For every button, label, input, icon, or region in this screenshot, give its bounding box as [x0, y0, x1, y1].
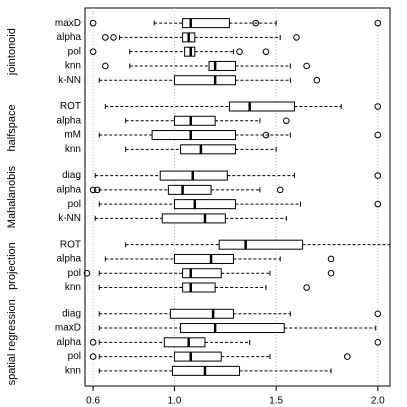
group-label: jointonoid [6, 28, 18, 76]
x-tick-label: 1.0 [168, 396, 182, 407]
row-label: ROT [60, 239, 81, 250]
plot-frame [84, 7, 391, 387]
row-label: alpha [57, 337, 82, 348]
row-label: knn [65, 144, 81, 155]
box [173, 351, 222, 362]
outlier [236, 48, 243, 55]
box [182, 282, 216, 293]
group-label: projection [6, 242, 18, 290]
row-label: pol [68, 268, 81, 279]
box [180, 323, 285, 334]
box [182, 18, 230, 29]
box [180, 144, 236, 155]
outlier [110, 34, 117, 41]
box [228, 101, 295, 112]
outlier [262, 48, 270, 55]
box [167, 184, 212, 195]
box [218, 239, 304, 250]
outlier [102, 62, 109, 70]
x-tick-label: 0.6 [86, 396, 100, 407]
row-label: pol [68, 199, 81, 210]
group-label: halfspace [6, 104, 18, 151]
outlier [89, 339, 97, 346]
outlier [374, 339, 382, 346]
outlier [374, 200, 382, 208]
x-tick-label: 1.5 [269, 396, 283, 407]
outlier [293, 34, 300, 41]
row-label: diag [62, 170, 81, 181]
outlier [313, 76, 321, 84]
row-label: maxD [55, 18, 81, 29]
outlier [252, 19, 260, 27]
box [208, 60, 236, 71]
group-label: spatial regression [6, 299, 18, 385]
outlier [303, 284, 310, 291]
row-label: k-NN [58, 213, 81, 224]
outlier [374, 310, 382, 318]
outlier [89, 353, 97, 360]
row-label: knn [65, 61, 81, 72]
x-tick-label: 2.0 [371, 396, 385, 407]
group-label: Mahalanobis [6, 165, 18, 228]
box [151, 130, 236, 141]
outlier [374, 131, 382, 139]
row-label: ROT [60, 101, 81, 112]
outlier [276, 186, 284, 194]
box [173, 75, 236, 86]
box [182, 268, 222, 279]
box [161, 213, 226, 224]
row-label: pol [68, 46, 81, 57]
row-label: alpha [57, 115, 82, 126]
outlier [262, 131, 270, 139]
outlier [102, 34, 109, 41]
outlier [89, 19, 97, 27]
row-label: pol [68, 351, 81, 362]
outlier [89, 186, 97, 194]
row-label: maxD [55, 323, 81, 334]
box [173, 115, 216, 126]
box [163, 337, 206, 348]
row-label: k-NN [58, 75, 81, 86]
row-label: mM [64, 130, 81, 141]
row-label: diag [62, 308, 81, 319]
row-label: alpha [57, 185, 82, 196]
outlier [303, 62, 310, 70]
outlier [374, 172, 382, 179]
row-label: alpha [57, 254, 82, 265]
row-label: knn [65, 282, 81, 293]
row-label: alpha [57, 32, 82, 43]
outlier [327, 269, 335, 277]
outlier [83, 269, 91, 277]
outlier [93, 186, 101, 194]
box [173, 253, 234, 264]
box [173, 199, 236, 210]
outlier [89, 48, 97, 55]
outlier [327, 255, 335, 263]
outlier [374, 19, 382, 27]
box [169, 308, 234, 319]
outlier [283, 117, 290, 125]
outlier [344, 353, 351, 360]
outlier [374, 103, 382, 110]
row-label: knn [65, 366, 81, 377]
